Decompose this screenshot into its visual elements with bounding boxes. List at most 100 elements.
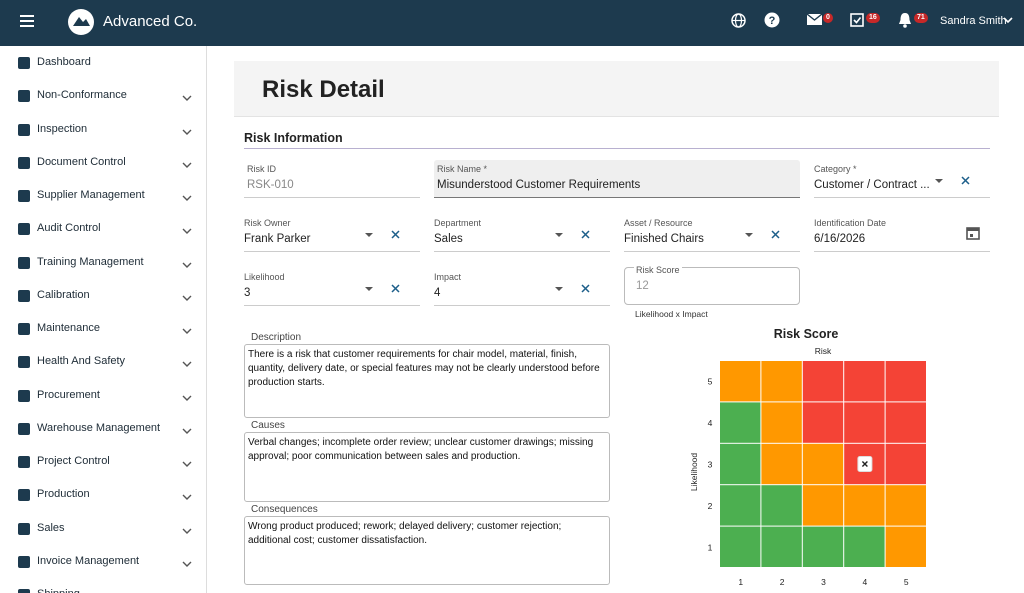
dropdown-arrow[interactable]	[744, 232, 754, 238]
nav-icon	[18, 456, 30, 468]
nav-chevron[interactable]	[182, 295, 192, 302]
nav-chevron[interactable]	[182, 561, 192, 568]
field-line	[624, 251, 800, 252]
nav-item[interactable]: Invoice Management	[37, 554, 140, 567]
field-line	[434, 251, 610, 252]
nav-item[interactable]: Warehouse Management	[37, 421, 161, 434]
nav-item[interactable]: Maintenance	[37, 322, 100, 334]
nav-chevron[interactable]	[182, 162, 192, 169]
textarea-label: Description	[251, 332, 302, 343]
nav-chevron[interactable]	[182, 361, 192, 368]
clear-button[interactable]	[771, 230, 780, 239]
field-value[interactable]: 4	[434, 287, 441, 299]
textarea[interactable]: Wrong product produced; rework; delayed …	[244, 516, 610, 585]
nav-chevron[interactable]	[182, 528, 192, 535]
nav-chevron[interactable]	[182, 228, 192, 235]
textarea[interactable]: Verbal changes; incomplete order review;…	[244, 432, 610, 502]
risk-score-hint: Likelihood x Impact	[635, 309, 708, 319]
matrix-cell	[844, 485, 885, 526]
nav-item[interactable]: Audit Control	[37, 222, 101, 235]
dropdown-arrow[interactable]	[934, 178, 944, 184]
mail-badge: 0	[823, 13, 833, 23]
matrix-cell	[761, 443, 802, 485]
dropdown-arrow[interactable]	[364, 286, 374, 292]
field-label: Risk Score	[634, 265, 682, 275]
field-value[interactable]: Sales	[434, 233, 463, 245]
nav-item[interactable]: Inspection	[37, 122, 88, 135]
matrix-cell	[844, 402, 885, 443]
dropdown-arrow[interactable]	[554, 232, 564, 238]
dropdown-arrow[interactable]	[364, 232, 374, 238]
field-line	[814, 197, 990, 198]
nav-icon	[18, 123, 30, 136]
nav-chevron[interactable]	[182, 195, 192, 202]
field-label: Impact	[434, 272, 462, 282]
field-label: Likelihood	[244, 272, 285, 282]
language-icon[interactable]	[731, 13, 746, 28]
field-value[interactable]: 3	[244, 287, 251, 299]
calendar-button[interactable]	[966, 226, 980, 240]
nav-chevron[interactable]	[182, 494, 192, 501]
nav-chevron[interactable]	[182, 328, 192, 335]
user-menu[interactable]: Sandra Smith	[940, 15, 1007, 27]
nav-chevron[interactable]	[182, 428, 192, 435]
risk-matrix: Risk Score Risk Likelihood 1 2 3 4 5 1 2 3 4 5	[689, 327, 926, 587]
matrix-cell	[761, 526, 802, 567]
nav-chevron[interactable]	[182, 262, 192, 269]
mail-icon[interactable]	[807, 14, 822, 25]
section-title: Risk Information	[244, 131, 343, 145]
alerts-icon[interactable]	[897, 12, 913, 28]
nav-item[interactable]: Sales	[37, 521, 65, 534]
nav-item[interactable]: Shipping	[37, 588, 80, 593]
user-chevron[interactable]	[1003, 17, 1013, 24]
nav-chevron[interactable]	[182, 95, 192, 102]
nav-chevron[interactable]	[182, 395, 192, 402]
nav-item[interactable]: Production	[37, 488, 90, 501]
field-line	[244, 197, 420, 198]
nav-item[interactable]: Calibration	[37, 288, 90, 301]
nav-item[interactable]: Procurement	[37, 388, 100, 401]
title-card	[234, 61, 999, 117]
matrix-cell	[720, 443, 761, 485]
matrix-cell	[802, 402, 844, 443]
clear-button[interactable]	[581, 230, 590, 239]
top-bar: Advanced Co. ? 0 16 71 Sandra Smith	[0, 0, 1024, 46]
field-value[interactable]: 6/16/2026	[814, 233, 866, 245]
nav-item[interactable]: Dashboard	[37, 56, 91, 68]
nav-icon	[18, 256, 30, 269]
field-value[interactable]: Customer / Contract ...	[814, 179, 930, 191]
textarea[interactable]: There is a risk that customer requiremen…	[244, 344, 610, 418]
nav-icon	[18, 90, 30, 103]
menu-button[interactable]	[20, 15, 34, 27]
help-icon[interactable]: ?	[764, 12, 780, 28]
nav-item[interactable]: Non-Conformance	[37, 89, 127, 102]
matrix-cell	[885, 485, 926, 526]
dropdown-arrow[interactable]	[554, 286, 564, 292]
tasks-icon[interactable]	[850, 12, 864, 27]
field-label: Risk ID	[247, 164, 276, 174]
clear-button[interactable]	[961, 176, 970, 185]
matrix-cell	[761, 485, 802, 526]
matrix-y-label: Likelihood	[689, 453, 699, 492]
svg-text:?: ?	[769, 15, 776, 27]
nav-item[interactable]: Health And Safety	[37, 355, 126, 368]
nav-chevron[interactable]	[182, 129, 192, 136]
nav-item[interactable]: Training Management	[37, 255, 144, 268]
y-tick-label: 4	[708, 418, 713, 428]
textarea-label: Causes	[251, 420, 285, 431]
field-value[interactable]: Misunderstood Customer Requirements	[437, 179, 641, 191]
matrix-top-label: Risk	[815, 346, 832, 356]
clear-button[interactable]	[581, 284, 590, 293]
field-value[interactable]: Frank Parker	[244, 233, 311, 245]
nav-icon	[18, 422, 30, 435]
clear-button[interactable]	[391, 284, 400, 293]
alerts-badge: 71	[914, 13, 928, 23]
nav-item[interactable]: Project Control	[37, 455, 110, 467]
y-tick-label: 5	[708, 377, 713, 387]
field-value[interactable]: Finished Chairs	[624, 233, 704, 245]
nav-item[interactable]: Document Control	[37, 155, 126, 168]
clear-button[interactable]	[391, 230, 400, 239]
nav-item[interactable]: Supplier Management	[37, 189, 145, 201]
nav-chevron[interactable]	[182, 461, 192, 468]
field-value: RSK-010	[247, 179, 294, 191]
